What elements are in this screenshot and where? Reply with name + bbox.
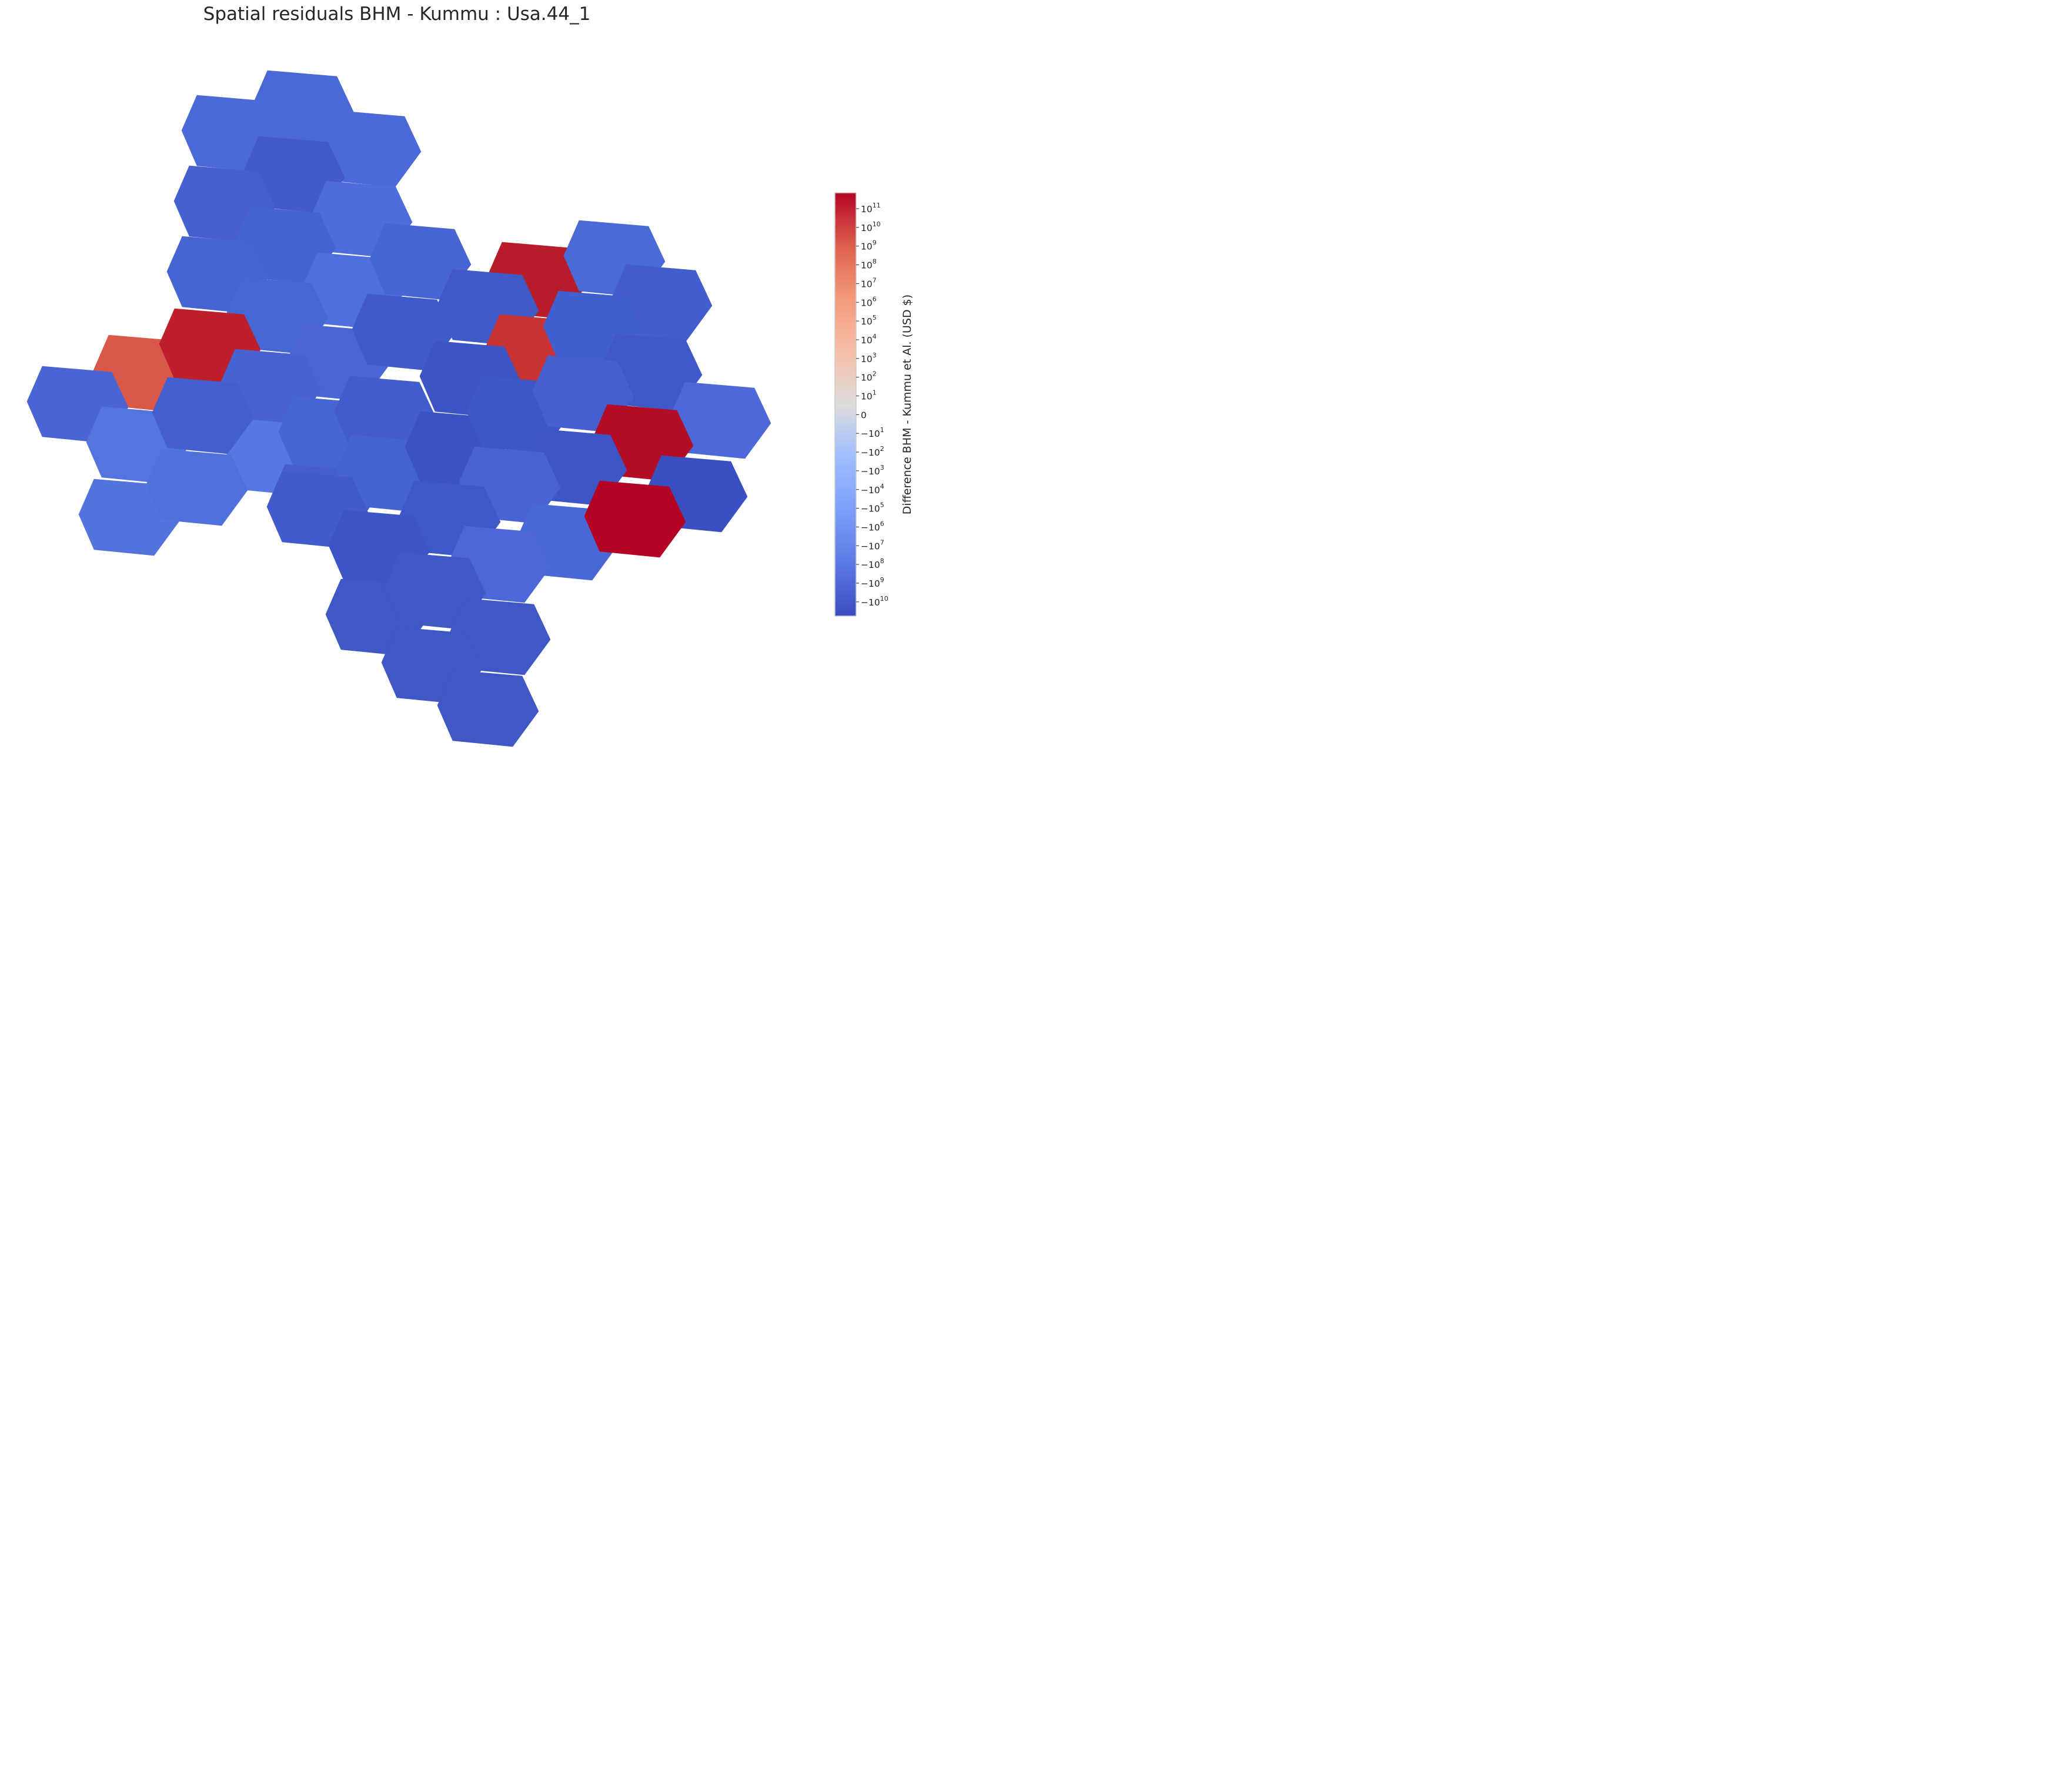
- colorbar-tick-label: −102: [861, 445, 884, 458]
- colorbar-tick-label: −105: [861, 501, 884, 514]
- map-title: Spatial residuals BHM - Kummu : Usa.44_1: [203, 4, 591, 25]
- colorbar-tick-label: 1011: [861, 202, 881, 215]
- colorbar-tick-label: −106: [861, 520, 884, 533]
- colorbar-tick-label: 107: [861, 276, 877, 289]
- colorbar-tick-label: 109: [861, 239, 877, 252]
- colorbar-tick-label: 0: [861, 410, 867, 420]
- colorbar-tick-label: 108: [861, 258, 877, 271]
- hex-48: [584, 480, 686, 558]
- colorbar-tick-label: −108: [861, 557, 884, 570]
- colorbar-tick-label: 106: [861, 295, 877, 308]
- colorbar-ticks: 101110101091081071061051041031021010−101…: [856, 202, 888, 608]
- hex-33: [146, 449, 248, 526]
- colorbar-tick-label: −101: [861, 426, 884, 439]
- colorbar-tick-label: −104: [861, 483, 884, 496]
- colorbar-tick-label: −1010: [861, 595, 888, 608]
- colorbar-gradient: [834, 192, 857, 617]
- colorbar-tick-label: 103: [861, 352, 877, 364]
- hex-26: [152, 377, 254, 454]
- colorbar-tick-label: −107: [861, 538, 884, 551]
- colorbar-tick-label: −103: [861, 464, 884, 477]
- hex-extra-5: [437, 670, 539, 747]
- colorbar-tick-label: 1010: [861, 220, 881, 233]
- hexbin-map: [26, 70, 771, 747]
- colorbar-tick-label: 101: [861, 389, 877, 402]
- colorbar-tick-label: 105: [861, 314, 877, 327]
- colorbar-tick-label: 104: [861, 333, 877, 346]
- colorbar-tick-label: 102: [861, 370, 877, 383]
- colorbar-tick-label: −109: [861, 576, 884, 589]
- colorbar: 101110101091081071061051041031021010−101…: [834, 192, 888, 617]
- colorbar-label: Difference BHM - Kummu et Al. (USD $): [901, 294, 914, 515]
- figure: Spatial residuals BHM - Kummu : Usa.44_1…: [0, 0, 921, 787]
